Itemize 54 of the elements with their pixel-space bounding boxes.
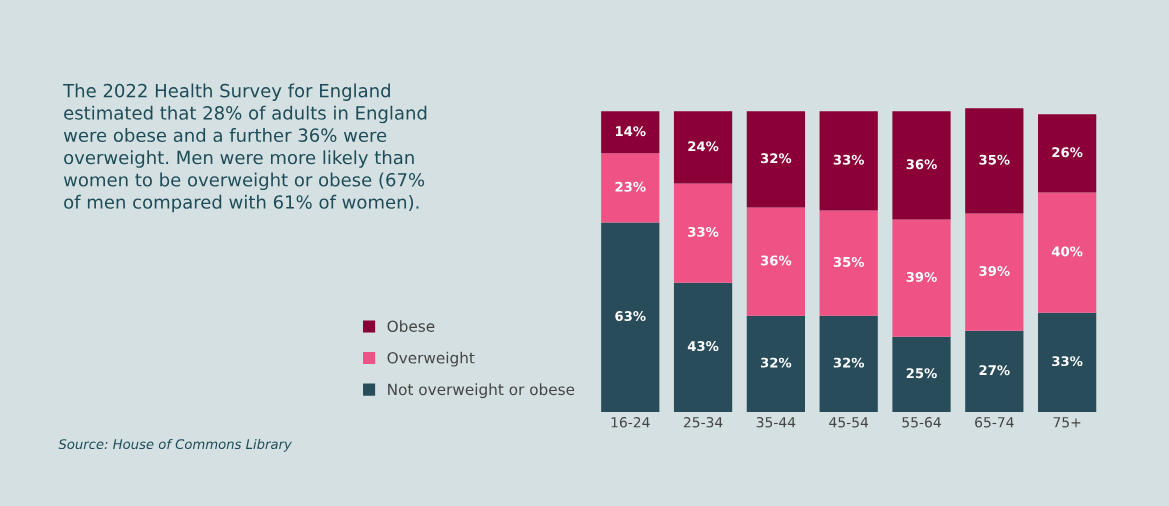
bar [746,111,806,208]
bar [819,315,878,412]
bar [601,153,660,223]
data-label: 27% [979,365,1010,376]
data-label: 24% [688,141,719,152]
data-label: 40% [1051,246,1083,257]
data-label: 25% [906,368,937,379]
x-tick-label: 75+ [1053,417,1081,428]
source-note: Source: House of Commons Library [58,438,292,452]
bar [601,111,660,154]
x-tick-label: 16-24 [611,416,650,428]
data-label: 33% [1052,356,1083,367]
data-label: 35% [833,256,865,267]
bar [1038,312,1097,412]
data-label: 32% [760,357,792,368]
text: The 2022 Health Survey for England estimated that 28% of adults in England were obese and a further 36% were overweight. Men were more likely than women to be overweight or obese (67% of men compared with 61% of women). [63,83,427,213]
data-label: 39% [979,265,1010,276]
x-tick-label: 65-74 [975,416,1014,428]
data-label: 35% [979,154,1010,165]
data-label: 36% [906,159,937,170]
bar [965,330,1024,412]
bar [673,183,733,283]
data-label: 63% [615,311,646,322]
bar [746,315,806,412]
bar [892,219,951,337]
data-label: 43% [687,341,719,352]
data-label: 14% [615,126,646,137]
bar [1038,192,1097,313]
bar [819,210,878,316]
data-label: 32% [833,357,865,368]
bar [1038,114,1097,193]
data-label: 26% [1052,147,1083,158]
bar [673,111,733,184]
x-tick-label: 25-34 [683,416,723,428]
bar [965,213,1024,331]
legend-label: Overweight [387,351,475,367]
bar [601,222,660,412]
data-label: 33% [833,154,865,165]
data-label: 36% [760,255,792,266]
data-label: 39% [906,271,937,282]
x-tick-label: 55-64 [902,416,941,428]
bar [892,111,951,220]
bar [746,207,806,316]
bar [892,336,951,412]
bar [965,108,1024,214]
data-label: 32% [760,153,792,164]
data-label: 33% [688,226,719,237]
legend-label: Not overweight or obese [388,383,575,399]
legend-label: Obese [387,320,435,332]
bar [673,282,733,412]
x-tick-label: 35-44 [756,416,796,428]
data-label: 23% [615,181,646,192]
bar [819,111,878,211]
x-tick-label: 45-54 [829,417,869,428]
